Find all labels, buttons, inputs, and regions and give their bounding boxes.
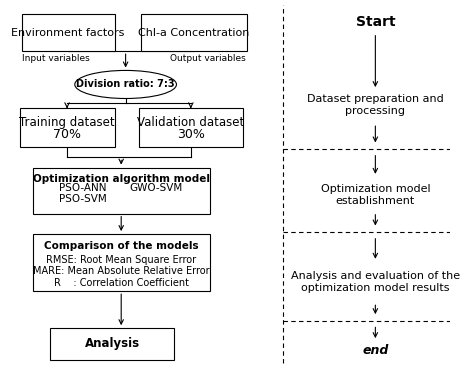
Text: R    : Correlation Coefficient: R : Correlation Coefficient — [54, 278, 189, 288]
Text: Analysis and evaluation of the
optimization model results: Analysis and evaluation of the optimizat… — [291, 271, 460, 293]
Text: Division ratio: 7:3: Division ratio: 7:3 — [76, 80, 175, 89]
Text: Dataset preparation and
processing: Dataset preparation and processing — [307, 94, 444, 116]
Text: Optimization model
establishment: Optimization model establishment — [320, 185, 430, 206]
Text: Start: Start — [356, 15, 395, 29]
FancyBboxPatch shape — [33, 234, 210, 291]
Text: GWO-SVM: GWO-SVM — [130, 183, 183, 193]
Text: RMSE: Root Mean Square Error: RMSE: Root Mean Square Error — [46, 255, 196, 264]
FancyBboxPatch shape — [141, 14, 247, 51]
Text: Training dataset: Training dataset — [19, 116, 115, 129]
Text: 70%: 70% — [53, 128, 81, 141]
Text: 30%: 30% — [177, 128, 205, 141]
Ellipse shape — [75, 70, 176, 99]
Text: Comparison of the models: Comparison of the models — [44, 241, 199, 251]
Text: Optimization algorithm model: Optimization algorithm model — [33, 174, 210, 184]
FancyBboxPatch shape — [33, 167, 210, 214]
FancyBboxPatch shape — [139, 109, 243, 147]
Text: Analysis: Analysis — [85, 337, 140, 350]
Text: Chl-a Concentration: Chl-a Concentration — [138, 28, 250, 38]
Text: Input variables: Input variables — [22, 54, 90, 63]
Text: PSO-SVM: PSO-SVM — [59, 194, 107, 204]
Text: Output variables: Output variables — [170, 54, 246, 63]
Text: MARE: Mean Absolute Relative Error: MARE: Mean Absolute Relative Error — [33, 266, 210, 276]
Text: end: end — [362, 344, 389, 357]
Text: Environment factors: Environment factors — [11, 28, 125, 38]
Text: Validation dataset: Validation dataset — [137, 116, 245, 129]
FancyBboxPatch shape — [50, 328, 174, 359]
FancyBboxPatch shape — [19, 109, 115, 147]
Text: PSO-ANN: PSO-ANN — [59, 183, 107, 193]
FancyBboxPatch shape — [22, 14, 115, 51]
